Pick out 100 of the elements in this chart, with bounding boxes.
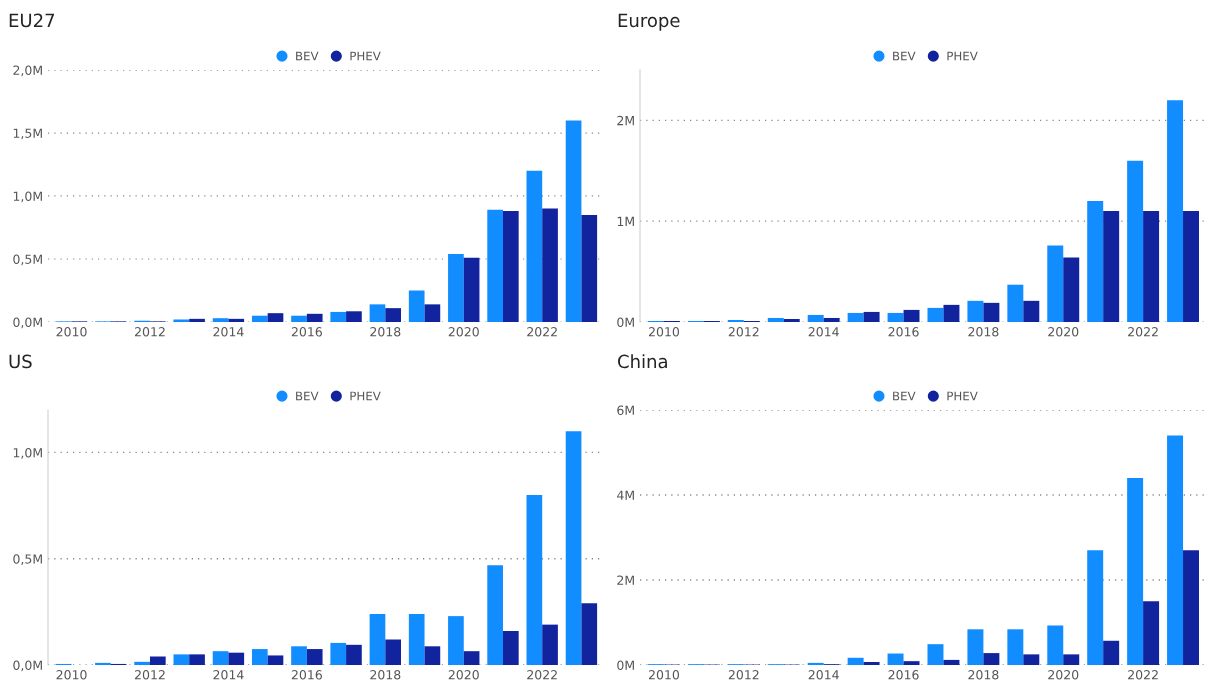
bar [267,655,284,665]
bar [807,662,824,665]
bar [783,318,800,322]
bar [1063,654,1080,665]
bar [565,431,582,665]
y-tick-label: 1M [617,216,634,226]
bar [581,214,598,322]
bar [212,318,229,322]
bar [863,311,880,322]
x-tick-label: 2020 [448,327,479,337]
bar [463,651,480,665]
bar [346,311,362,322]
legend-label: PHEV [947,391,978,401]
bar [448,616,464,665]
y-tick-label: 2,0M [13,65,42,77]
bar [847,657,864,665]
x-tick-label: 2022 [527,327,557,337]
bar [291,315,307,322]
chart-title: EU27 [9,13,55,28]
bar [927,644,944,665]
bar [424,304,441,322]
bar [1127,478,1144,665]
bar [424,646,441,665]
x-tick-label: 2016 [888,327,919,337]
x-tick-label: 2012 [134,670,165,680]
y-tick-label: 4M [617,490,634,500]
x-tick-label: 2018 [370,327,401,337]
bar [727,319,744,322]
bar [306,649,323,665]
bar [1183,211,1200,322]
bar [487,209,503,322]
bar [526,495,543,665]
bar [983,302,1000,322]
x-tick-label: 2012 [728,670,759,680]
bar [1143,601,1160,665]
x-tick-label: 2012 [728,327,759,337]
x-tick-label: 2020 [1048,327,1079,337]
bar [502,631,519,665]
bar [408,614,425,665]
bar [887,312,904,322]
x-tick-label: 2018 [968,327,999,337]
bar [823,317,840,322]
bar [967,629,984,665]
bar [369,304,386,322]
bar [173,654,190,665]
bar [189,318,205,322]
bar [330,311,347,322]
legend-label: PHEV [350,391,381,401]
y-tick-label: 2M [617,115,634,126]
x-tick-label: 2022 [1128,327,1158,337]
bar [1087,550,1104,665]
y-tick-label: 1,0M [13,191,42,203]
x-tick-label: 2018 [968,670,999,680]
bar [149,656,166,665]
bar [983,653,1000,665]
bar [1103,211,1120,322]
bar [1143,211,1160,322]
bar [1007,284,1024,322]
y-tick-label: 0M [617,317,634,327]
chart-title: US [9,354,32,369]
bar [1167,100,1184,322]
bar [408,290,425,322]
bar [1023,654,1040,665]
legend-label: BEV [296,391,319,401]
x-tick-label: 2012 [134,327,165,337]
x-tick-label: 2022 [1128,670,1158,680]
bar [228,652,245,665]
chart-title: China [618,354,667,369]
y-tick-label: 1,5M [13,128,42,140]
bar [228,318,245,322]
bar [863,662,880,665]
bar [807,314,824,322]
x-tick-label: 2022 [527,670,557,680]
x-tick-label: 2010 [56,670,87,680]
bar [581,603,598,665]
x-tick-label: 2016 [888,670,919,680]
bar [212,651,229,665]
bar [542,208,558,322]
y-tick-label: 0,5M [13,254,42,266]
bar [1007,629,1024,665]
x-tick-label: 2016 [291,670,322,680]
y-tick-label: 2M [617,575,634,585]
legend-label: BEV [893,391,916,401]
x-tick-label: 2020 [1048,670,1079,680]
y-tick-label: 1,0M [13,447,42,459]
bar [767,317,784,322]
y-tick-label: 0M [617,660,634,670]
bar [306,313,323,322]
bar [565,120,582,322]
bar [1063,257,1080,322]
bar [189,654,205,665]
bar [134,661,150,665]
chart-title: Europe [618,13,680,31]
bar [385,639,401,665]
bar [385,308,401,322]
legend-label: BEV [296,51,319,61]
bar [903,661,920,665]
bar [1087,201,1104,322]
bar [1047,625,1064,665]
bar [291,646,307,665]
